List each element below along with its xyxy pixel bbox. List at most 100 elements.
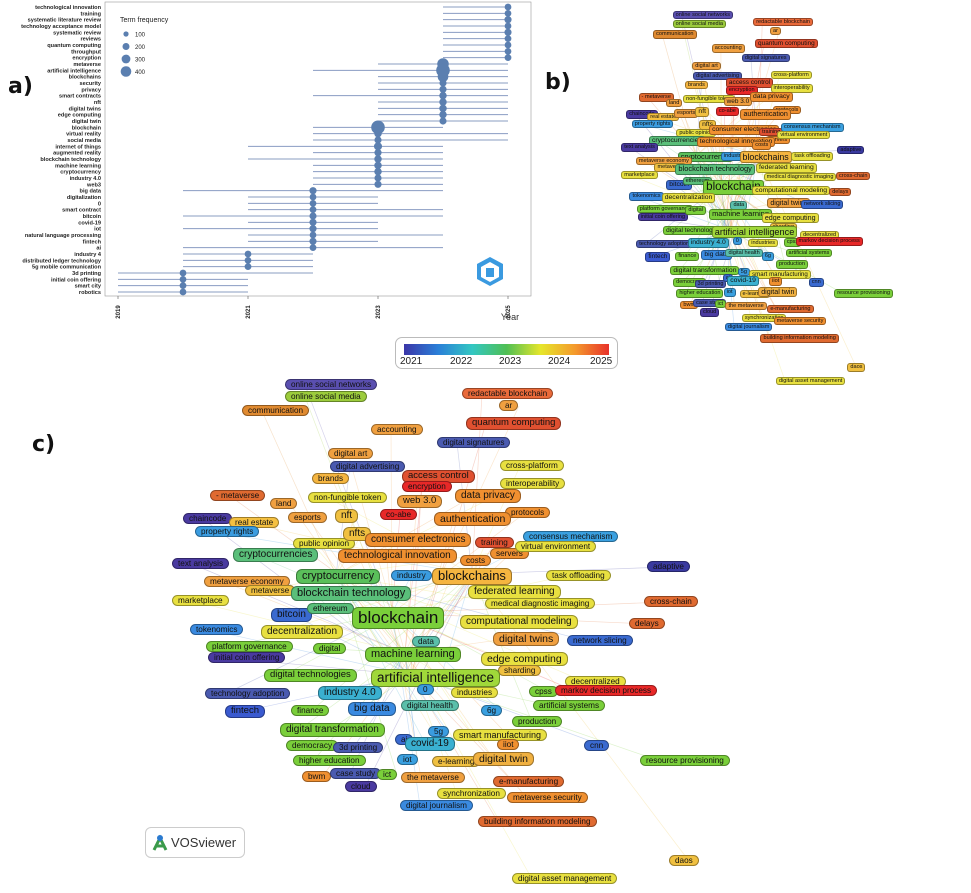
keyword-node[interactable]: digital health <box>401 700 459 712</box>
keyword-node[interactable]: covid-19 <box>405 737 455 751</box>
keyword-node[interactable]: quantum computing <box>466 417 562 430</box>
overview-keyword-node[interactable]: digital <box>685 206 706 215</box>
overview-keyword-node[interactable]: data <box>730 201 748 210</box>
keyword-node[interactable]: cryptocurrency <box>296 569 381 584</box>
overview-keyword-node[interactable]: nft <box>695 107 709 117</box>
overview-keyword-node[interactable]: property rights <box>631 119 674 129</box>
overview-keyword-node[interactable]: delays <box>829 187 852 197</box>
keyword-node[interactable]: technological innovation <box>338 549 457 563</box>
overview-keyword-node[interactable]: cross-platform <box>770 70 812 80</box>
overview-keyword-node[interactable]: blockchain <box>703 179 764 195</box>
keyword-node[interactable]: digital transformation <box>280 723 385 737</box>
keyword-node[interactable]: iot <box>397 754 418 766</box>
keyword-node[interactable]: blockchain <box>352 607 445 629</box>
overview-keyword-node[interactable]: brands <box>684 80 708 89</box>
keyword-node[interactable]: ict <box>377 769 398 781</box>
overview-keyword-node[interactable]: marketplace <box>621 170 658 180</box>
keyword-node[interactable]: public opinion <box>293 538 356 550</box>
overview-keyword-node[interactable]: metaverse security <box>773 316 827 325</box>
keyword-node[interactable]: 3d printing <box>333 742 384 754</box>
overview-keyword-node[interactable]: bitcoin <box>666 180 692 191</box>
keyword-node[interactable]: resource provisioning <box>640 755 730 767</box>
keyword-node[interactable]: cross-chain <box>644 596 698 608</box>
keyword-node[interactable]: machine learning <box>365 647 461 662</box>
keyword-node[interactable]: cpss <box>529 686 558 698</box>
overview-keyword-node[interactable]: tokenomics <box>629 192 664 201</box>
overview-keyword-node[interactable]: medical diagnostic imaging <box>763 173 837 182</box>
overview-keyword-node[interactable]: iot <box>723 288 736 297</box>
keyword-node[interactable]: daos <box>669 855 699 867</box>
keyword-node[interactable]: platform governance <box>206 641 293 653</box>
overview-keyword-node[interactable]: costs <box>752 141 772 150</box>
keyword-node[interactable]: data <box>412 636 440 648</box>
keyword-node[interactable]: network slicing <box>567 635 633 647</box>
overview-keyword-node[interactable]: - metaverse <box>638 93 674 102</box>
overview-keyword-node[interactable]: digital health <box>725 248 763 257</box>
keyword-node[interactable]: the metaverse <box>401 772 465 784</box>
keyword-node[interactable]: land <box>270 498 298 510</box>
overview-keyword-node[interactable]: communication <box>653 30 697 39</box>
overview-keyword-node[interactable]: redactable blockchain <box>753 17 814 27</box>
overview-keyword-node[interactable]: federated learning <box>755 163 817 174</box>
keyword-node[interactable]: computational modeling <box>460 615 578 629</box>
keyword-node[interactable]: marketplace <box>172 595 229 607</box>
overview-keyword-node[interactable]: land <box>665 99 683 108</box>
keyword-node[interactable]: markov decision process <box>555 685 658 697</box>
overview-keyword-node[interactable]: 6g <box>761 252 775 261</box>
overview-keyword-node[interactable]: decentralization <box>661 193 716 203</box>
overview-keyword-node[interactable]: digital advertising <box>693 71 743 81</box>
overview-keyword-node[interactable]: fintech <box>645 252 671 262</box>
overview-keyword-node[interactable]: edge computing <box>761 212 819 224</box>
keyword-node[interactable]: non-fungible token <box>308 492 388 504</box>
keyword-node[interactable]: digital twins <box>493 632 560 647</box>
overview-keyword-node[interactable]: authentication <box>740 109 791 120</box>
keyword-node[interactable]: democracy <box>286 740 339 752</box>
overview-keyword-node[interactable]: digital art <box>692 62 721 71</box>
keyword-node[interactable]: virtual environment <box>515 541 597 553</box>
overview-keyword-node[interactable]: digital journalism <box>725 322 773 331</box>
keyword-node[interactable]: finance <box>291 705 330 717</box>
keyword-node[interactable]: cryptocurrencies <box>233 548 319 562</box>
keyword-node[interactable]: cross-platform <box>500 460 564 472</box>
keyword-node[interactable]: brands <box>312 473 350 485</box>
keyword-node[interactable]: building information modeling <box>478 816 597 828</box>
overview-keyword-node[interactable]: digital twin <box>758 286 798 298</box>
overview-keyword-node[interactable]: blockchain technology <box>675 164 755 175</box>
keyword-node[interactable]: federated learning <box>468 585 561 599</box>
overview-keyword-node[interactable]: co-abe <box>715 107 739 116</box>
keyword-node[interactable]: digital asset management <box>512 873 618 885</box>
keyword-node[interactable]: technology adoption <box>205 688 291 700</box>
overview-keyword-node[interactable]: artificial intelligence <box>711 225 798 239</box>
keyword-node[interactable]: 0 <box>417 684 434 696</box>
keyword-node[interactable]: redactable blockchain <box>462 388 554 400</box>
overview-keyword-node[interactable]: encryption <box>725 86 758 95</box>
keyword-node[interactable]: chaincode <box>183 513 233 525</box>
overview-keyword-node[interactable]: industries <box>748 238 779 248</box>
keyword-node[interactable]: communication <box>242 405 310 417</box>
overview-keyword-node[interactable]: data privacy <box>750 92 793 103</box>
overview-keyword-node[interactable]: building information modeling <box>760 334 839 343</box>
keyword-node[interactable]: cnn <box>584 740 610 752</box>
overview-keyword-node[interactable]: artificial systems <box>785 248 833 257</box>
keyword-node[interactable]: edge computing <box>481 652 568 667</box>
keyword-node[interactable]: costs <box>460 555 492 567</box>
keyword-node[interactable]: industry 4.0 <box>318 686 382 700</box>
keyword-node[interactable]: case study <box>330 768 382 780</box>
keyword-node[interactable]: digital advertising <box>330 461 406 473</box>
keyword-node[interactable]: digital twin <box>473 752 535 767</box>
overview-keyword-node[interactable]: initial coin offering <box>637 212 689 222</box>
keyword-node[interactable]: digital art <box>328 448 374 460</box>
keyword-node[interactable]: text analysis <box>172 558 230 570</box>
keyword-node[interactable]: digital <box>313 643 347 655</box>
keyword-node[interactable]: industry <box>391 570 432 582</box>
keyword-node[interactable]: big data <box>348 702 396 716</box>
overview-keyword-node[interactable]: finance <box>675 252 700 261</box>
overview-keyword-node[interactable]: higher education <box>676 289 724 298</box>
overview-keyword-node[interactable]: accounting <box>711 44 745 53</box>
keyword-node[interactable]: bitcoin <box>271 608 312 622</box>
overview-keyword-node[interactable]: task offloading <box>791 152 834 161</box>
keyword-node[interactable]: metaverse <box>245 585 296 597</box>
keyword-node[interactable]: bwm <box>302 771 332 783</box>
overview-keyword-node[interactable]: ar <box>770 26 781 35</box>
keyword-node[interactable]: e-manufacturing <box>493 776 565 788</box>
